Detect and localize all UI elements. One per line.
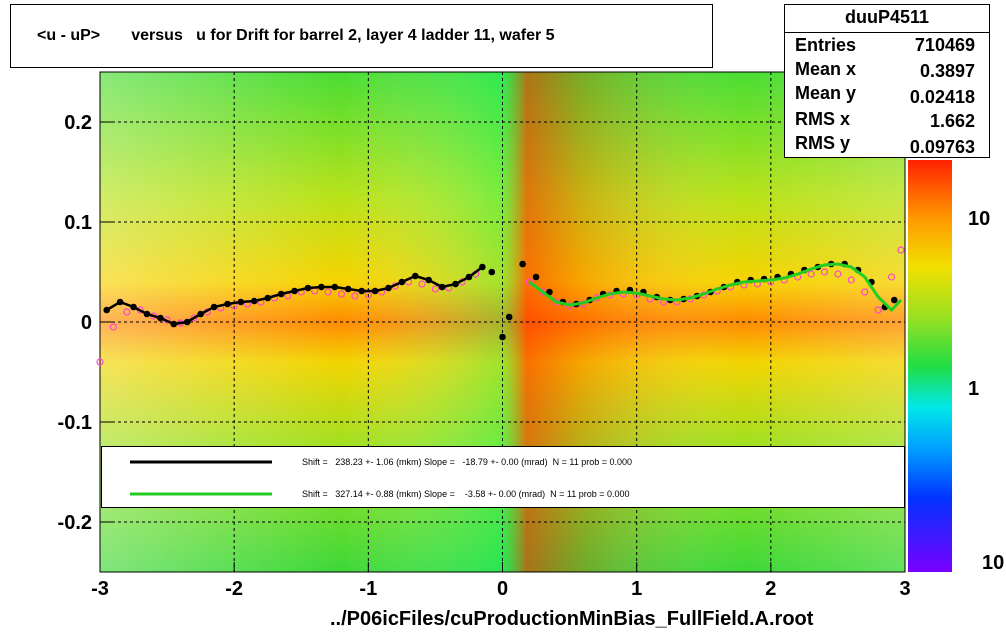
fit-green-line xyxy=(528,262,903,313)
stats-box: duuP4511 Entries 710469 Mean x 0.3897 Me… xyxy=(784,4,990,158)
profile-magenta-point xyxy=(109,323,118,331)
profile-magenta-point xyxy=(525,278,533,286)
x-tick-label: -1 xyxy=(359,578,377,600)
x-tick-label: -2 xyxy=(225,578,243,600)
profile-magenta-point xyxy=(847,276,855,284)
fit-legend-text-1: Shift = 238.23 +- 1.06 (mkm) Slope = -18… xyxy=(302,457,633,467)
z-tick-10-upper: 10 xyxy=(968,208,991,230)
profile-black-point xyxy=(519,260,526,268)
profile-black-point xyxy=(488,268,496,276)
chart-title: <u - uP> versus u for Drift for barrel 2… xyxy=(37,27,555,44)
color-scale xyxy=(908,160,952,572)
profile-magenta-point xyxy=(820,268,829,276)
x-tick-label: 2 xyxy=(765,578,776,600)
profile-magenta-point xyxy=(324,288,332,296)
y-axis-ticks: -0.2 -0.1 0 0.1 0.2 xyxy=(58,112,112,534)
stat-value-mean-x: 0.3897 xyxy=(919,61,975,81)
stat-label-mean-y: Mean y xyxy=(795,83,857,103)
profile-black-point xyxy=(546,288,553,296)
y-tick-label: 0.1 xyxy=(64,212,92,234)
profile-magenta-point xyxy=(337,290,346,298)
profile-black-point xyxy=(532,273,540,281)
fit-legend: Shift = 238.23 +- 1.06 (mkm) Slope = -18… xyxy=(101,446,905,508)
y-tick-label: 0 xyxy=(81,312,92,334)
stat-value-mean-y: 0.02418 xyxy=(909,87,975,107)
profile-magenta-point xyxy=(418,280,426,288)
y-tick-label: -0.1 xyxy=(58,412,92,434)
y-tick-label: 0.2 xyxy=(64,112,92,134)
title-box: <u - uP> versus u for Drift for barrel 2… xyxy=(10,4,713,68)
stat-label-rms-x: RMS x xyxy=(795,109,851,129)
profile-magenta-point xyxy=(807,270,815,278)
z-tick-1: 1 xyxy=(968,378,980,400)
profile-black-point xyxy=(499,333,506,341)
stats-name: duuP4511 xyxy=(844,7,930,27)
x-axis-ticks: -3 -2 -1 0 1 2 3 xyxy=(91,562,911,600)
profile-magenta-point xyxy=(96,358,104,366)
profile-magenta-point xyxy=(190,314,198,322)
profile-magenta-point xyxy=(874,306,882,314)
x-tick-label: -3 xyxy=(91,578,109,600)
profile-magenta-point xyxy=(834,270,842,278)
profile-magenta-point xyxy=(539,288,547,296)
y-tick-label: -0.2 xyxy=(58,512,92,534)
stat-label-mean-x: Mean x xyxy=(795,59,857,79)
x-tick-label: 3 xyxy=(899,578,910,600)
profile-magenta-point xyxy=(351,292,359,300)
profile-black-point xyxy=(890,296,898,304)
profile-magenta-point xyxy=(861,288,869,296)
stats-separator xyxy=(785,32,989,33)
profile-magenta-point xyxy=(431,285,440,293)
z-tick-10-lower: 10 xyxy=(982,552,1005,574)
stat-value-rms-x: 1.662 xyxy=(929,111,975,131)
profile-magenta-point xyxy=(123,308,131,316)
profile-magenta-point xyxy=(897,246,905,254)
profile-magenta-point xyxy=(887,273,896,281)
x-tick-label: 0 xyxy=(497,578,508,600)
footer-filename: ../P06icFiles/cuProductionMinBias_FullFi… xyxy=(330,608,814,630)
stat-value-entries: 710469 xyxy=(914,35,975,55)
fit-black-line xyxy=(106,265,484,326)
stat-value-rms-y: 0.09763 xyxy=(909,137,975,157)
stat-label-entries: Entries xyxy=(795,35,857,55)
stat-label-rms-y: RMS y xyxy=(795,133,851,153)
profile-black-point xyxy=(505,313,513,321)
x-tick-label: 1 xyxy=(631,578,642,600)
fit-legend-text-2: Shift = 327.14 +- 0.88 (mkm) Slope = -3.… xyxy=(302,489,630,499)
